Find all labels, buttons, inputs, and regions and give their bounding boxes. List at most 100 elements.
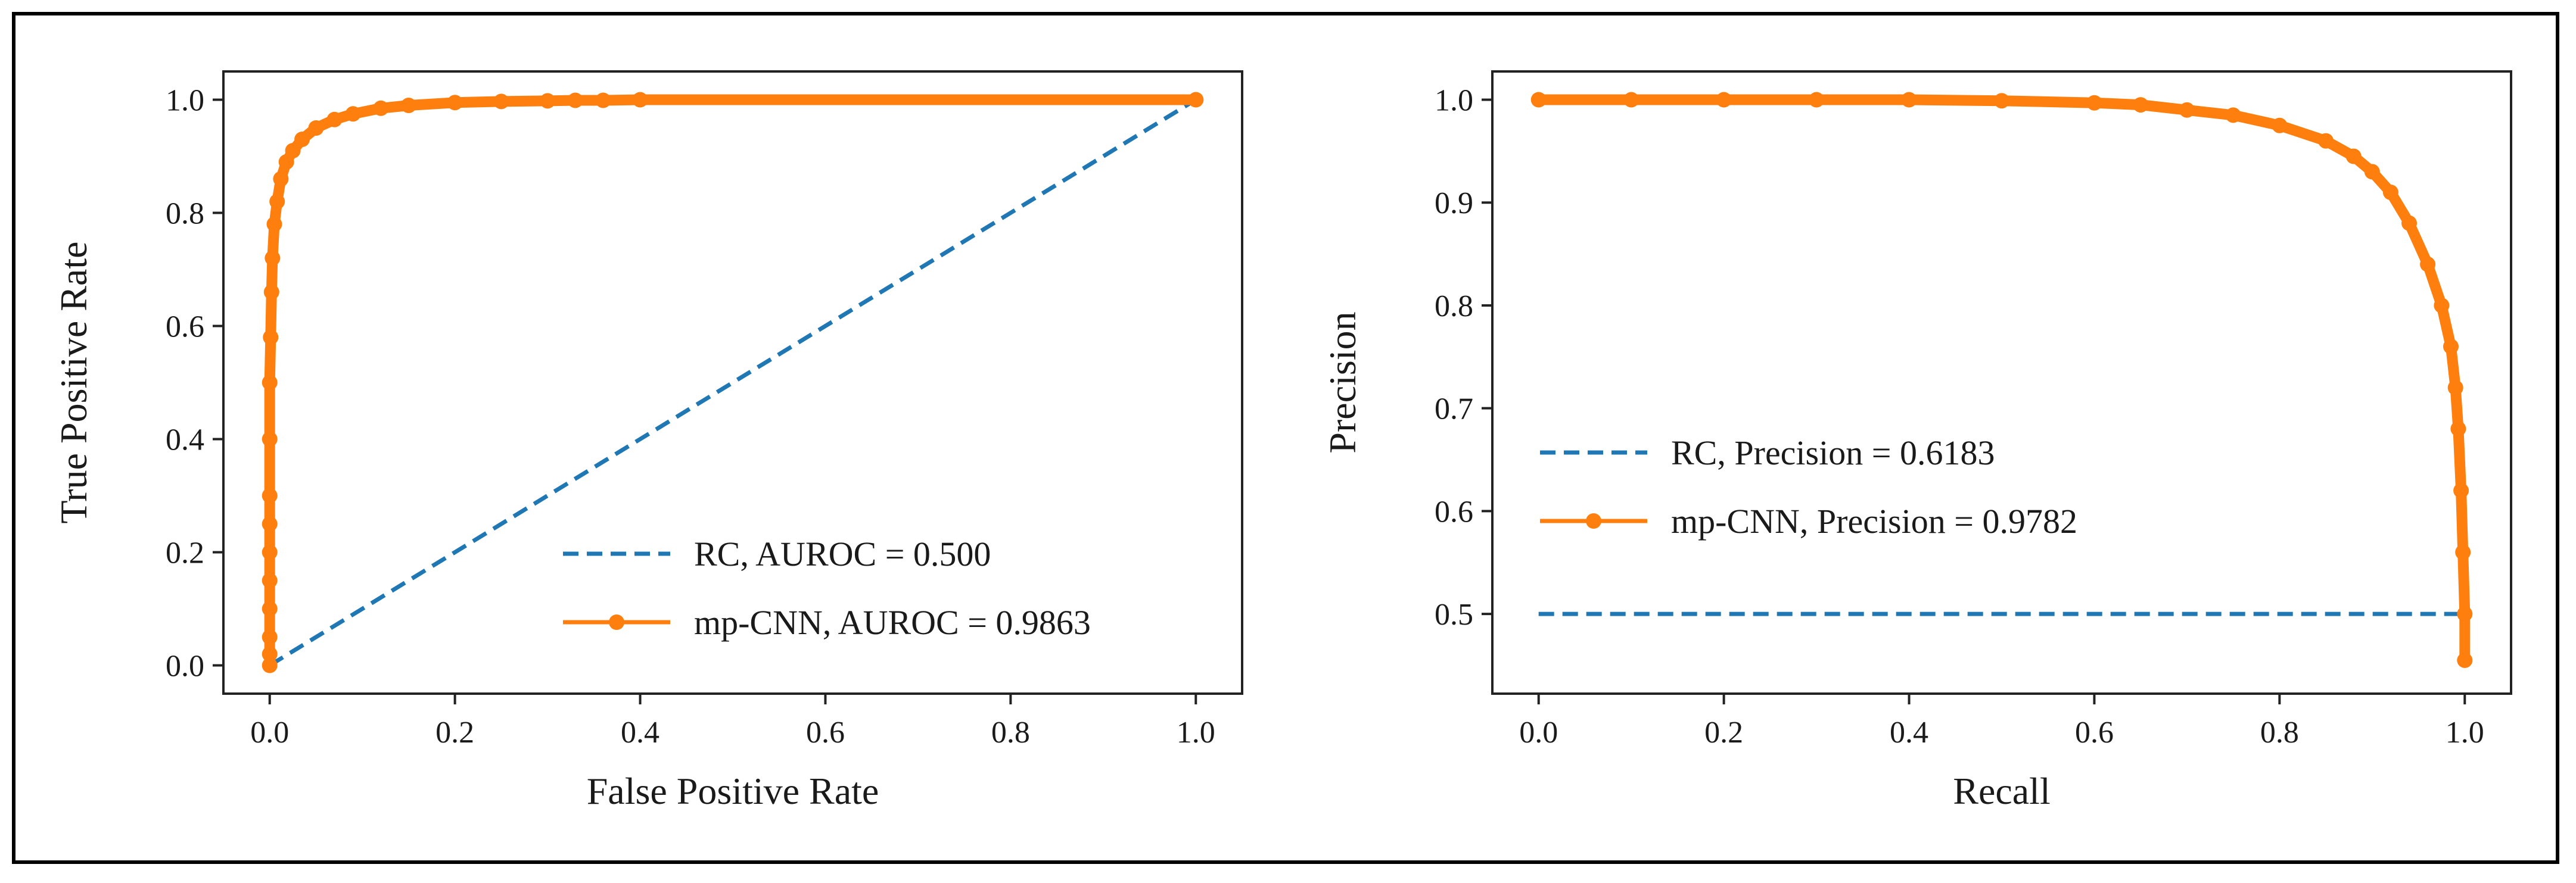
data-point: [278, 154, 294, 170]
data-point: [2447, 380, 2463, 396]
data-point: [273, 171, 289, 187]
data-point: [345, 106, 361, 122]
data-point: [263, 284, 279, 300]
data-point: [266, 216, 282, 232]
y-axis-label: True Positive Rate: [52, 241, 95, 523]
x-tick-label: 0.4: [1890, 716, 1928, 750]
data-point: [1901, 92, 1917, 108]
legend: RC, AUROC = 0.500 mp-CNN, AUROC = 0.9863: [563, 535, 1091, 642]
data-point: [262, 431, 278, 447]
y-tick-label: 0.9: [1435, 186, 1473, 220]
data-point: [567, 92, 583, 108]
legend-swatch-marker: [609, 614, 624, 630]
chart-panel-2: 0.0 0.2 0.4 0.6 0.8 1.0 0.5 0.6 0.7 0.8 0.9 1.0 Reca…: [1321, 70, 2512, 812]
y-tick-label: 0.7: [1435, 392, 1473, 426]
data-point: [2382, 185, 2398, 200]
y-axis-label: Precision: [1321, 311, 1364, 453]
data-point: [1716, 92, 1732, 108]
x-tick-label: 0.2: [435, 716, 474, 750]
data-point: [262, 601, 278, 617]
data-point: [263, 329, 279, 345]
y-tick-label: 0.6: [166, 310, 204, 344]
data-point: [326, 111, 343, 127]
y-tick-label: 1.0: [1435, 84, 1473, 118]
axes-frame: [222, 70, 1243, 695]
y-tick-label: 0.6: [1435, 495, 1473, 529]
x-tick-label: 0.6: [2075, 716, 2114, 750]
data-point: [2401, 215, 2417, 231]
data-point: [540, 93, 556, 109]
series-line: [1533, 94, 2471, 666]
legend-entry: mp-CNN, Precision = 0.9782: [1671, 502, 2077, 541]
data-point: [262, 629, 278, 645]
data-point: [1994, 93, 2009, 109]
data-point: [2453, 482, 2469, 498]
y-tick-label: 0.8: [1435, 289, 1473, 323]
y-tick-label: 0.4: [166, 423, 204, 457]
data-point: [262, 657, 278, 673]
x-tick-label: 0.8: [2260, 716, 2299, 750]
data-point: [1530, 92, 1547, 108]
data-point: [400, 98, 416, 113]
figure-frame: [12, 12, 2559, 864]
data-point: [285, 143, 301, 158]
data-point: [269, 194, 285, 210]
series-mp-cnn: [262, 92, 1204, 673]
x-tick-label: 1.0: [1177, 716, 1215, 750]
chart-panel-1: 0.0 0.2 0.4 0.6 0.8 1.0 0.0 0.2 0.4 0.6 0.8 1.0 Fals…: [52, 70, 1243, 812]
x-tick-label: 0.4: [621, 716, 659, 750]
data-point: [2455, 544, 2471, 560]
data-point: [595, 92, 611, 108]
x-tick-label: 0.6: [806, 716, 845, 750]
legend: RC, Precision = 0.6183 mp-CNN, Precision …: [1540, 433, 2077, 541]
data-point: [2086, 95, 2102, 111]
y-tick-label: 1.0: [166, 84, 204, 118]
data-point: [1809, 92, 1825, 108]
data-point: [262, 573, 278, 588]
data-point: [262, 646, 278, 662]
data-point: [2179, 102, 2195, 118]
y-tick-label: 0.0: [166, 650, 204, 684]
data-point: [262, 488, 278, 504]
series-mp-cnn: [1530, 92, 2473, 668]
series-rc: [268, 98, 1197, 667]
x-axis-label: False Positive Rate: [587, 770, 879, 812]
legend-swatch-marker: [1586, 513, 1601, 529]
x-tick-label: 0.0: [250, 716, 289, 750]
x-tick-label: 1.0: [2446, 716, 2484, 750]
y-tick-label: 0.8: [166, 197, 204, 231]
x-axis-label: Recall: [1953, 770, 2050, 812]
data-point: [2133, 97, 2149, 113]
data-point: [262, 375, 278, 391]
x-tick-label: 0.2: [1704, 716, 1743, 750]
series-line: [268, 98, 1197, 667]
y-tick-label: 0.2: [166, 536, 204, 570]
data-point: [2443, 339, 2459, 354]
axes-frame: [1491, 70, 2512, 695]
series-line: [264, 94, 1202, 671]
data-point: [308, 120, 324, 136]
data-point: [1623, 92, 1639, 108]
data-point: [2420, 256, 2436, 272]
data-point: [2272, 117, 2288, 133]
data-point: [1188, 92, 1204, 108]
data-point: [2364, 164, 2380, 180]
legend-entry: RC, Precision = 0.6183: [1671, 433, 1995, 472]
data-point: [493, 93, 509, 110]
data-point: [262, 516, 278, 532]
x-tick-label: 0.0: [1519, 716, 1558, 750]
data-point: [2434, 298, 2450, 313]
data-point: [2318, 133, 2334, 149]
data-point: [294, 132, 310, 147]
data-point: [447, 95, 463, 111]
data-point: [373, 100, 389, 116]
x-tick-label: 0.8: [991, 716, 1030, 750]
y-tick-label: 0.5: [1435, 598, 1473, 632]
data-point: [2225, 107, 2241, 123]
data-point: [262, 544, 278, 560]
data-point: [2457, 652, 2473, 668]
data-point: [2345, 148, 2362, 164]
data-point: [2450, 421, 2466, 437]
data-point: [632, 92, 648, 108]
